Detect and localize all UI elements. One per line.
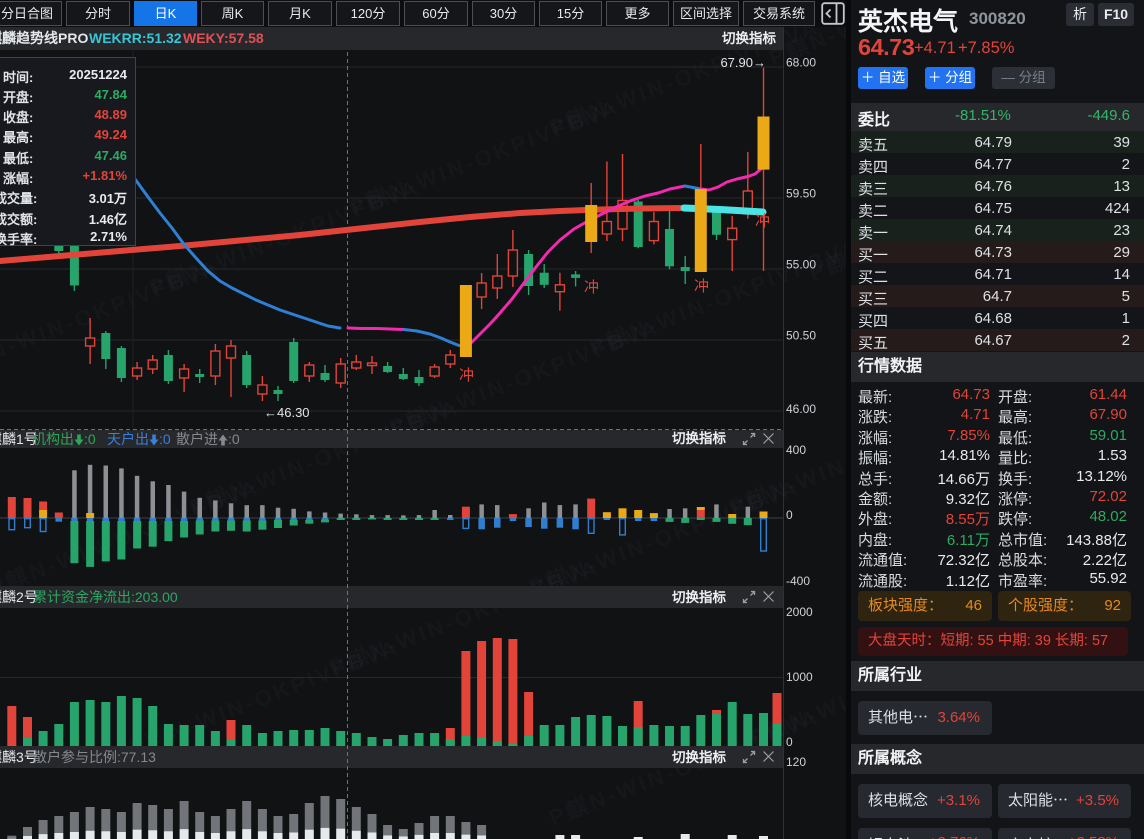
svg-text:冲: 冲 (694, 278, 709, 295)
svg-text:0: 0 (786, 735, 793, 749)
svg-text:120: 120 (786, 755, 806, 769)
svg-text:2000: 2000 (786, 605, 813, 619)
svg-text:59.50: 59.50 (786, 187, 816, 201)
svg-text:400: 400 (786, 443, 806, 457)
svg-text:46.00: 46.00 (786, 402, 816, 416)
svg-text:-400: -400 (786, 574, 810, 588)
svg-text:冲: 冲 (584, 279, 599, 296)
svg-text:50.50: 50.50 (786, 329, 816, 343)
svg-text:1000: 1000 (786, 670, 813, 684)
svg-text:67.90→: 67.90→ (720, 55, 766, 70)
svg-text:68.00: 68.00 (786, 56, 816, 70)
svg-text:冲: 冲 (755, 213, 770, 230)
svg-text:55.00: 55.00 (786, 258, 816, 272)
svg-text:←46.30: ←46.30 (264, 405, 310, 420)
svg-text:0: 0 (786, 508, 793, 522)
svg-text:冲: 冲 (459, 367, 474, 384)
